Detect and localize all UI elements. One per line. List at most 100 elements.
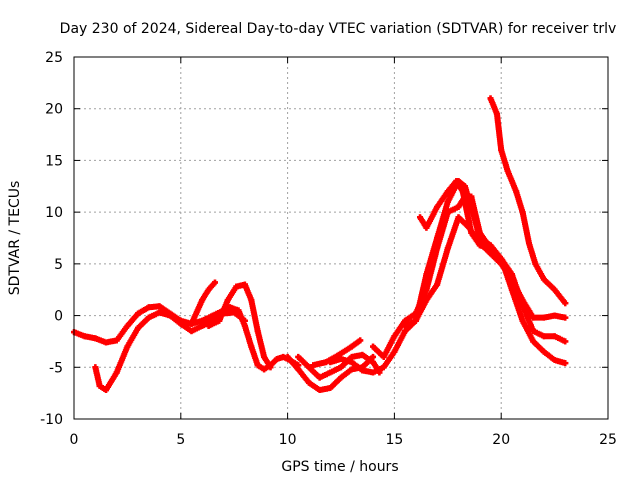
data-point bbox=[310, 362, 317, 369]
data-point bbox=[444, 245, 451, 252]
data-point bbox=[402, 322, 409, 329]
data-point bbox=[156, 309, 163, 316]
data-point bbox=[327, 384, 334, 391]
data-point bbox=[487, 95, 494, 102]
data-point bbox=[525, 240, 532, 247]
data-point bbox=[199, 322, 206, 329]
data-point bbox=[167, 312, 174, 319]
chart-title: Day 230 of 2024, Sidereal Day-to-day VTE… bbox=[60, 21, 617, 37]
x-tick-label: 15 bbox=[385, 432, 403, 448]
y-tick-label: -5 bbox=[49, 360, 63, 376]
data-point bbox=[113, 369, 120, 376]
data-point bbox=[261, 366, 268, 373]
data-point bbox=[348, 359, 355, 366]
data-point bbox=[327, 359, 334, 366]
data-point bbox=[391, 333, 398, 340]
axis-layer: -10 -5 0 5 10 15 20 25 0 5 10 15 20 25 bbox=[40, 50, 617, 448]
data-point bbox=[267, 364, 274, 371]
data-point bbox=[348, 343, 355, 350]
y-axis-label: SDTVAR / TECUs bbox=[7, 181, 23, 296]
data-point bbox=[211, 279, 218, 286]
series-arc-7 bbox=[310, 337, 364, 369]
data-point bbox=[357, 337, 364, 344]
data-point bbox=[402, 317, 409, 324]
data-point bbox=[530, 338, 537, 345]
data-point bbox=[199, 297, 206, 304]
series-line bbox=[489, 97, 567, 305]
data-point bbox=[261, 353, 268, 360]
data-point bbox=[359, 367, 366, 374]
data-point bbox=[226, 304, 233, 311]
data-point bbox=[305, 364, 312, 371]
series-arc-11 bbox=[417, 178, 492, 252]
series-arc-2 bbox=[92, 309, 248, 394]
data-point bbox=[188, 320, 195, 327]
data-point bbox=[519, 302, 526, 309]
data-point bbox=[434, 203, 441, 210]
series-arc-12 bbox=[487, 95, 569, 307]
y-tick-label: 5 bbox=[54, 257, 63, 273]
y-tick-label: -10 bbox=[40, 412, 63, 428]
data-point bbox=[530, 328, 537, 335]
data-point bbox=[248, 343, 255, 350]
data-point bbox=[284, 353, 291, 360]
data-point bbox=[551, 357, 558, 364]
data-point bbox=[513, 188, 520, 195]
y-tick-label: 0 bbox=[54, 309, 63, 325]
data-point bbox=[254, 362, 261, 369]
data-point bbox=[423, 224, 430, 231]
plot-frame bbox=[73, 56, 609, 420]
data-point bbox=[145, 314, 152, 321]
data-point bbox=[444, 188, 451, 195]
data-point bbox=[103, 387, 110, 394]
x-tick-label: 20 bbox=[492, 432, 510, 448]
x-tick-label: 10 bbox=[279, 432, 297, 448]
data-point bbox=[540, 276, 547, 283]
data-point bbox=[485, 245, 492, 252]
data-point bbox=[327, 369, 334, 376]
data-point bbox=[305, 379, 312, 386]
data-point bbox=[493, 110, 500, 117]
data-point bbox=[273, 356, 280, 363]
data-point bbox=[248, 297, 255, 304]
data-point bbox=[423, 271, 430, 278]
data-point bbox=[380, 364, 387, 371]
data-point bbox=[498, 147, 505, 154]
data-point bbox=[135, 310, 142, 317]
data-point bbox=[468, 229, 475, 236]
data-point bbox=[551, 333, 558, 340]
data-point bbox=[551, 286, 558, 293]
data-point bbox=[92, 364, 99, 371]
data-point bbox=[391, 348, 398, 355]
data-point bbox=[348, 353, 355, 360]
x-tick-label: 5 bbox=[176, 432, 185, 448]
data-point bbox=[453, 178, 460, 185]
data-point bbox=[316, 387, 323, 394]
data-point bbox=[177, 318, 184, 325]
data-point bbox=[124, 343, 131, 350]
data-point bbox=[551, 312, 558, 319]
data-point bbox=[241, 317, 248, 324]
series-line bbox=[94, 311, 247, 392]
data-point bbox=[205, 286, 212, 293]
data-point bbox=[468, 203, 475, 210]
data-point bbox=[348, 366, 355, 373]
data-point bbox=[540, 314, 547, 321]
data-point bbox=[370, 359, 377, 366]
data-point bbox=[562, 314, 569, 321]
data-point bbox=[519, 209, 526, 216]
data-point bbox=[338, 364, 344, 371]
y-tick-label: 15 bbox=[45, 153, 63, 169]
data-point bbox=[205, 322, 212, 329]
data-point bbox=[145, 304, 152, 311]
series-markers bbox=[92, 309, 248, 393]
y-tick-label: 25 bbox=[45, 50, 63, 66]
y-tick-label: 20 bbox=[45, 102, 63, 118]
data-point bbox=[380, 353, 387, 360]
data-point bbox=[359, 351, 366, 358]
data-point bbox=[498, 255, 505, 262]
data-point bbox=[216, 317, 223, 324]
series-arc-3 bbox=[177, 279, 218, 327]
series-arc-5 bbox=[284, 353, 377, 394]
series-markers bbox=[327, 214, 569, 376]
